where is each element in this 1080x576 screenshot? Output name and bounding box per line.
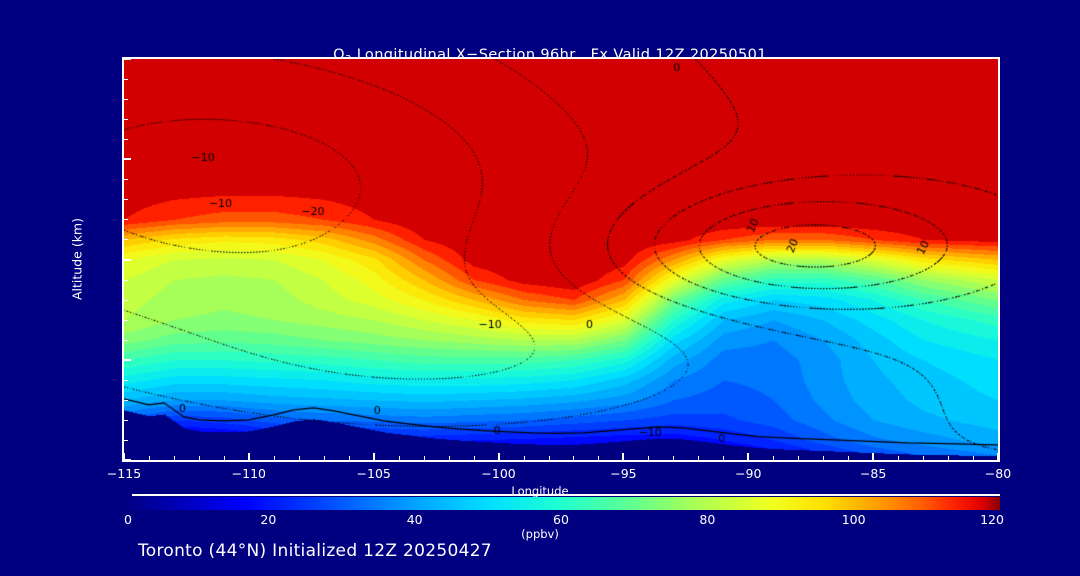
x-axis-minor-tick — [298, 456, 300, 460]
y-axis-minor-tick — [124, 179, 128, 181]
y-axis-minor-tick — [124, 299, 128, 301]
x-axis-minor-tick — [423, 456, 425, 460]
x-axis-minor-tick — [898, 456, 900, 460]
y-axis-minor-tick — [124, 139, 128, 141]
x-axis-tick-label: −105 — [356, 466, 391, 481]
x-axis-minor-tick — [148, 456, 150, 460]
x-axis-minor-tick — [848, 456, 850, 460]
x-axis-minor-tick — [573, 456, 575, 460]
x-axis-minor-tick — [723, 456, 725, 460]
y-axis-minor-tick — [124, 219, 128, 221]
y-axis-minor-tick — [124, 319, 128, 321]
x-axis-minor-tick — [223, 456, 225, 460]
colorbar-tick-label: 80 — [699, 512, 716, 527]
x-axis-minor-tick — [648, 456, 650, 460]
x-axis-minor-tick — [923, 456, 925, 460]
x-axis-tick-mark — [372, 453, 375, 460]
y-axis-minor-tick — [124, 99, 128, 101]
x-axis-minor-tick — [473, 456, 475, 460]
y-axis-minor-tick — [124, 119, 128, 121]
x-axis-tick-label: −95 — [610, 466, 637, 481]
colorbar-tick-label: 0 — [124, 512, 132, 527]
y-axis-minor-tick — [124, 439, 128, 441]
y-axis-minor-tick — [124, 419, 128, 421]
colorbar-units: (ppbv) — [521, 527, 559, 541]
x-axis-minor-tick — [448, 456, 450, 460]
x-axis-tick-mark — [747, 453, 750, 460]
x-axis-minor-tick — [973, 456, 975, 460]
x-axis-tick-label: −90 — [735, 466, 762, 481]
y-axis-tick-mark — [124, 158, 131, 161]
ozone-heatmap-canvas — [124, 59, 998, 460]
colorbar — [122, 497, 1000, 510]
x-axis-minor-tick — [323, 456, 325, 460]
x-axis-minor-tick — [273, 456, 275, 460]
x-axis-minor-tick — [823, 456, 825, 460]
x-axis-minor-tick — [698, 456, 700, 460]
x-axis-tick-mark — [622, 453, 625, 460]
x-axis-minor-tick — [348, 456, 350, 460]
x-axis-tick-mark — [123, 453, 125, 460]
y-axis-minor-tick — [124, 339, 128, 341]
figure-caption: Toronto (44°N) Initialized 12Z 20250427 — [138, 541, 492, 561]
x-axis-tick-label: −85 — [859, 466, 887, 481]
y-axis-minor-tick — [124, 279, 128, 281]
y-axis-minor-tick — [124, 379, 128, 381]
colorbar-top-rule — [132, 494, 1000, 496]
y-axis-tick-mark — [124, 58, 131, 60]
x-axis-minor-tick — [798, 456, 800, 460]
x-axis-minor-tick — [173, 456, 175, 460]
y-axis-tick-mark — [124, 459, 131, 461]
x-axis-minor-tick — [198, 456, 200, 460]
x-axis-minor-tick — [398, 456, 400, 460]
y-axis-tick-mark — [124, 358, 131, 361]
x-axis-tick-mark — [247, 453, 250, 460]
y-axis-minor-tick — [124, 239, 128, 241]
colorbar-tick-label: 60 — [553, 512, 569, 527]
x-axis-tick-mark — [872, 453, 875, 460]
x-axis-minor-tick — [673, 456, 675, 460]
plot-area — [122, 57, 1000, 462]
x-axis-tick-label: −115 — [106, 466, 142, 481]
x-axis-tick-label: −100 — [481, 466, 516, 481]
y-axis-minor-tick — [124, 79, 128, 81]
y-axis-tick-mark — [124, 258, 131, 261]
x-axis-tick-mark — [497, 453, 500, 460]
colorbar-tick-label: 40 — [406, 512, 423, 527]
x-axis-minor-tick — [773, 456, 775, 460]
colorbar-tick-label: 100 — [841, 512, 866, 527]
x-axis-minor-tick — [598, 456, 600, 460]
y-axis-label: Altitude (km) — [69, 218, 85, 300]
x-axis-minor-tick — [548, 456, 550, 460]
title-species: O — [333, 47, 345, 63]
colorbar-tick-label: 20 — [260, 512, 277, 527]
x-axis-minor-tick — [523, 456, 525, 460]
x-axis-tick-label: −110 — [231, 466, 267, 481]
y-axis-minor-tick — [124, 199, 128, 201]
colorbar-gradient — [122, 497, 1000, 510]
colorbar-tick-label: 120 — [980, 512, 1004, 527]
y-axis-minor-tick — [124, 399, 128, 401]
x-axis-minor-tick — [948, 456, 950, 460]
x-axis-tick-mark — [997, 453, 999, 460]
x-axis-tick-label: −80 — [984, 466, 1012, 481]
